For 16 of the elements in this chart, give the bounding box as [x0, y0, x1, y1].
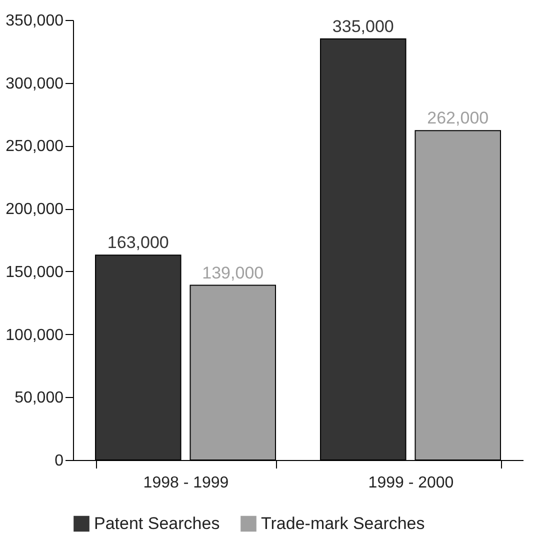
y-tick-label: 350,000: [6, 12, 64, 30]
data-label: 139,000: [202, 263, 264, 282]
y-tick-label: 300,000: [6, 75, 64, 92]
y-tick-label: 150,000: [6, 264, 64, 281]
y-tick-label: 200,000: [6, 201, 64, 218]
data-label: 335,000: [332, 16, 394, 36]
y-tick-label: 250,000: [6, 138, 64, 156]
y-tick-label: 50,000: [14, 390, 64, 407]
data-label: 163,000: [107, 233, 169, 252]
data-label: 262,000: [427, 108, 489, 128]
legend-label: Trade-mark Searches: [261, 514, 425, 533]
x-tick-label: 1998 - 1999: [143, 474, 229, 492]
y-tick-label: 100,000: [6, 326, 64, 344]
x-tick-label: 1999 - 2000: [368, 474, 454, 492]
y-tick-label: 0: [54, 452, 64, 470]
legend-label: Patent Searches: [94, 514, 220, 533]
